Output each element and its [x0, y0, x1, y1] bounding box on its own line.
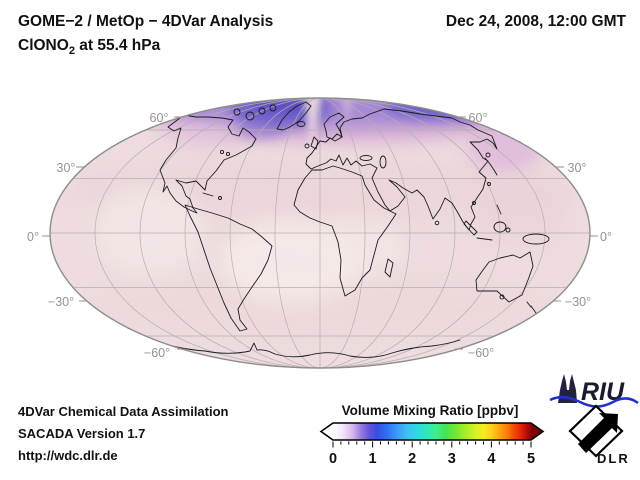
footer-line-3: http://wdc.dlr.de	[18, 448, 118, 463]
lat-label-left-30: 30°	[57, 161, 76, 175]
datetime-label: Dec 24, 2008, 12:00 GMT	[445, 13, 626, 30]
title-line-2: ClONO2 at 55.4 hPa	[18, 37, 161, 57]
colorbar-outline	[319, 422, 545, 441]
dlr-logo: DLR	[568, 404, 630, 466]
subscript: 2	[68, 45, 75, 57]
colorbar-right-arrow-icon	[531, 423, 543, 440]
colorbar-gradient	[333, 423, 531, 440]
lat-label-right-m30: −30°	[565, 295, 591, 309]
latitude-ticks	[42, 116, 598, 350]
lat-label-left-m30: −30°	[48, 295, 74, 309]
lat-label-left-60: 60°	[150, 111, 169, 125]
cathedral-icon	[558, 374, 577, 403]
tick-4: 4	[487, 451, 495, 467]
tick-5: 5	[527, 451, 535, 467]
tick-0: 0	[329, 451, 337, 467]
lat-label-right-30: 30°	[568, 161, 587, 175]
colorbar-left-arrow-icon	[321, 423, 333, 440]
lat-label-right-0: 0°	[600, 230, 612, 244]
dlr-arrow-icon	[578, 413, 618, 453]
colorbar-ticks	[332, 441, 532, 448]
mixing-ratio-field	[50, 98, 590, 368]
lat-label-right-m60: −60°	[468, 346, 494, 360]
colorbar: Volume Mixing Ratio [ppbv] 0 1 2 3 4 5	[319, 403, 545, 467]
colorbar-title: Volume Mixing Ratio [ppbv]	[342, 403, 519, 418]
lat-label-left-m60: −60°	[144, 346, 170, 360]
lat-label-right-60: 60°	[469, 111, 488, 125]
tick-2: 2	[408, 451, 416, 467]
colorbar-tick-labels: 0 1 2 3 4 5	[329, 451, 535, 467]
coastlines	[159, 101, 550, 358]
lat-label-left-0: 0°	[27, 230, 39, 244]
map-boundary	[49, 97, 591, 369]
tick-1: 1	[369, 451, 377, 467]
figure-title: GOME−2 / MetOp − 4DVar Analysis ClONO2 a…	[18, 10, 273, 59]
title-line-1: GOME−2 / MetOp − 4DVar Analysis	[18, 13, 274, 30]
footer-line-2: SACADA Version 1.7	[18, 426, 146, 441]
footer-line-1: 4DVar Chemical Data Assimilation	[18, 404, 229, 419]
tick-3: 3	[448, 451, 456, 467]
dlr-logo-text: DLR	[597, 451, 630, 466]
riu-logo: RIU	[549, 374, 639, 408]
riu-logo-text: RIU	[581, 378, 625, 406]
latitude-labels: 60° 30° 0° −30° −60° 60° 30° 0° −30° −60…	[27, 111, 612, 360]
footer-credits: 4DVar Chemical Data Assimilation SACADA …	[18, 401, 229, 467]
logos: RIU DLR	[549, 374, 639, 466]
